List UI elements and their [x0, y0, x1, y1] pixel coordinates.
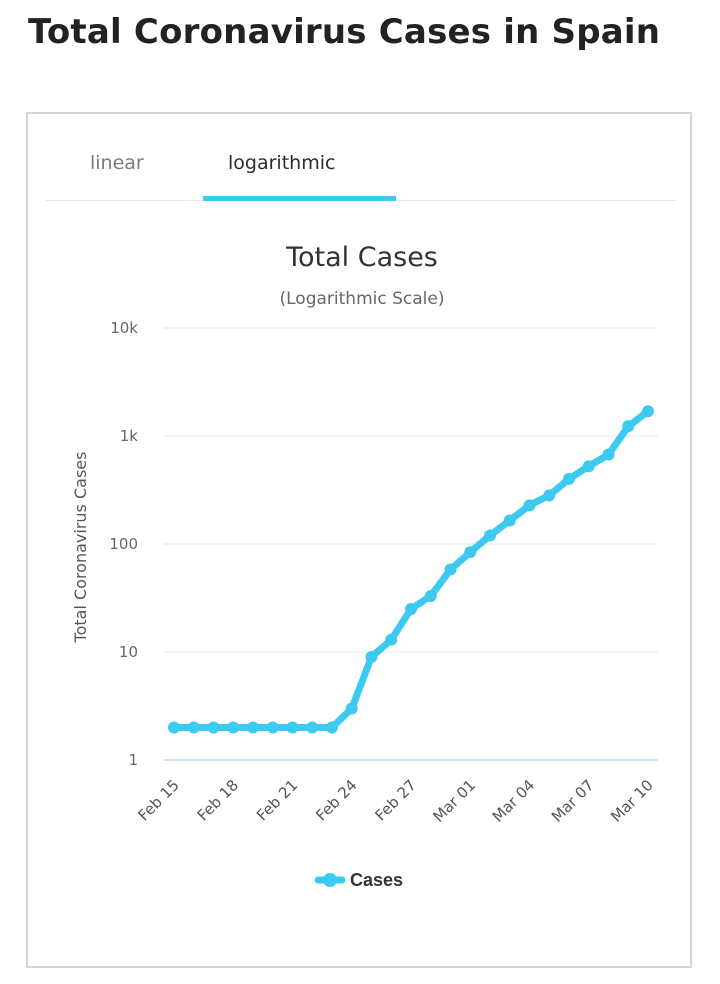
data-point — [503, 514, 516, 527]
data-point — [247, 721, 259, 734]
chart-card: linear logarithmic Total Cases (Logarith… — [26, 112, 692, 968]
data-point — [582, 460, 595, 473]
data-point — [345, 702, 358, 715]
x-tick-label: Mar 01 — [429, 776, 479, 826]
series-line-cases — [170, 407, 652, 731]
data-point — [622, 420, 635, 433]
data-point — [187, 721, 200, 734]
data-point — [405, 603, 417, 616]
x-tick-label: Feb 21 — [253, 776, 301, 824]
y-tick-label: 1k — [120, 427, 139, 445]
data-point — [523, 499, 536, 512]
data-point — [168, 721, 180, 734]
tab-linear[interactable]: linear — [90, 152, 144, 174]
data-point — [365, 650, 378, 663]
data-point — [484, 529, 496, 542]
y-tick-label: 10k — [110, 319, 138, 337]
data-point — [543, 489, 556, 502]
data-point — [266, 721, 279, 734]
data-point — [207, 721, 220, 734]
x-tick-label: Mar 04 — [489, 776, 539, 826]
tab-logarithmic[interactable]: logarithmic — [228, 152, 336, 174]
data-point — [286, 721, 299, 734]
x-tick-label: Feb 24 — [312, 776, 360, 824]
chart-title: Total Cases — [285, 242, 438, 273]
x-tick-label: Mar 10 — [607, 776, 657, 826]
legend-swatch-marker — [323, 873, 337, 887]
x-tick-label: Feb 18 — [194, 776, 242, 824]
page-title: Total Coronavirus Cases in Spain — [28, 12, 661, 52]
active-tab-indicator — [203, 196, 396, 201]
y-axis-label: Total Coronavirus Cases — [71, 452, 90, 644]
total-cases-chart: Total Cases (Logarithmic Scale) Total Co… — [71, 242, 658, 890]
y-tick-label: 10 — [119, 643, 138, 661]
data-point — [602, 448, 615, 461]
y-tick-label: 100 — [109, 535, 138, 553]
data-point — [326, 721, 338, 734]
data-point — [306, 721, 319, 734]
scale-tabs: linear logarithmic — [46, 114, 676, 201]
x-tick-label: Feb 27 — [371, 776, 419, 824]
data-point — [642, 405, 654, 418]
x-tick-label: Feb 15 — [134, 776, 182, 824]
data-point — [464, 546, 477, 559]
chart-subtitle: (Logarithmic Scale) — [280, 289, 445, 309]
x-tick-label: Mar 07 — [548, 776, 598, 826]
y-tick-label: 1 — [128, 751, 138, 769]
data-point — [444, 563, 457, 576]
data-point — [424, 590, 437, 603]
data-point — [227, 721, 240, 734]
data-point — [563, 472, 575, 485]
legend[interactable]: Cases — [314, 870, 403, 890]
legend-label: Cases — [350, 870, 403, 890]
data-point — [385, 633, 398, 646]
